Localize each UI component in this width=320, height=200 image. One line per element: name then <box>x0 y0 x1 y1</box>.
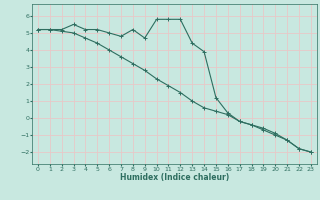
X-axis label: Humidex (Indice chaleur): Humidex (Indice chaleur) <box>120 173 229 182</box>
